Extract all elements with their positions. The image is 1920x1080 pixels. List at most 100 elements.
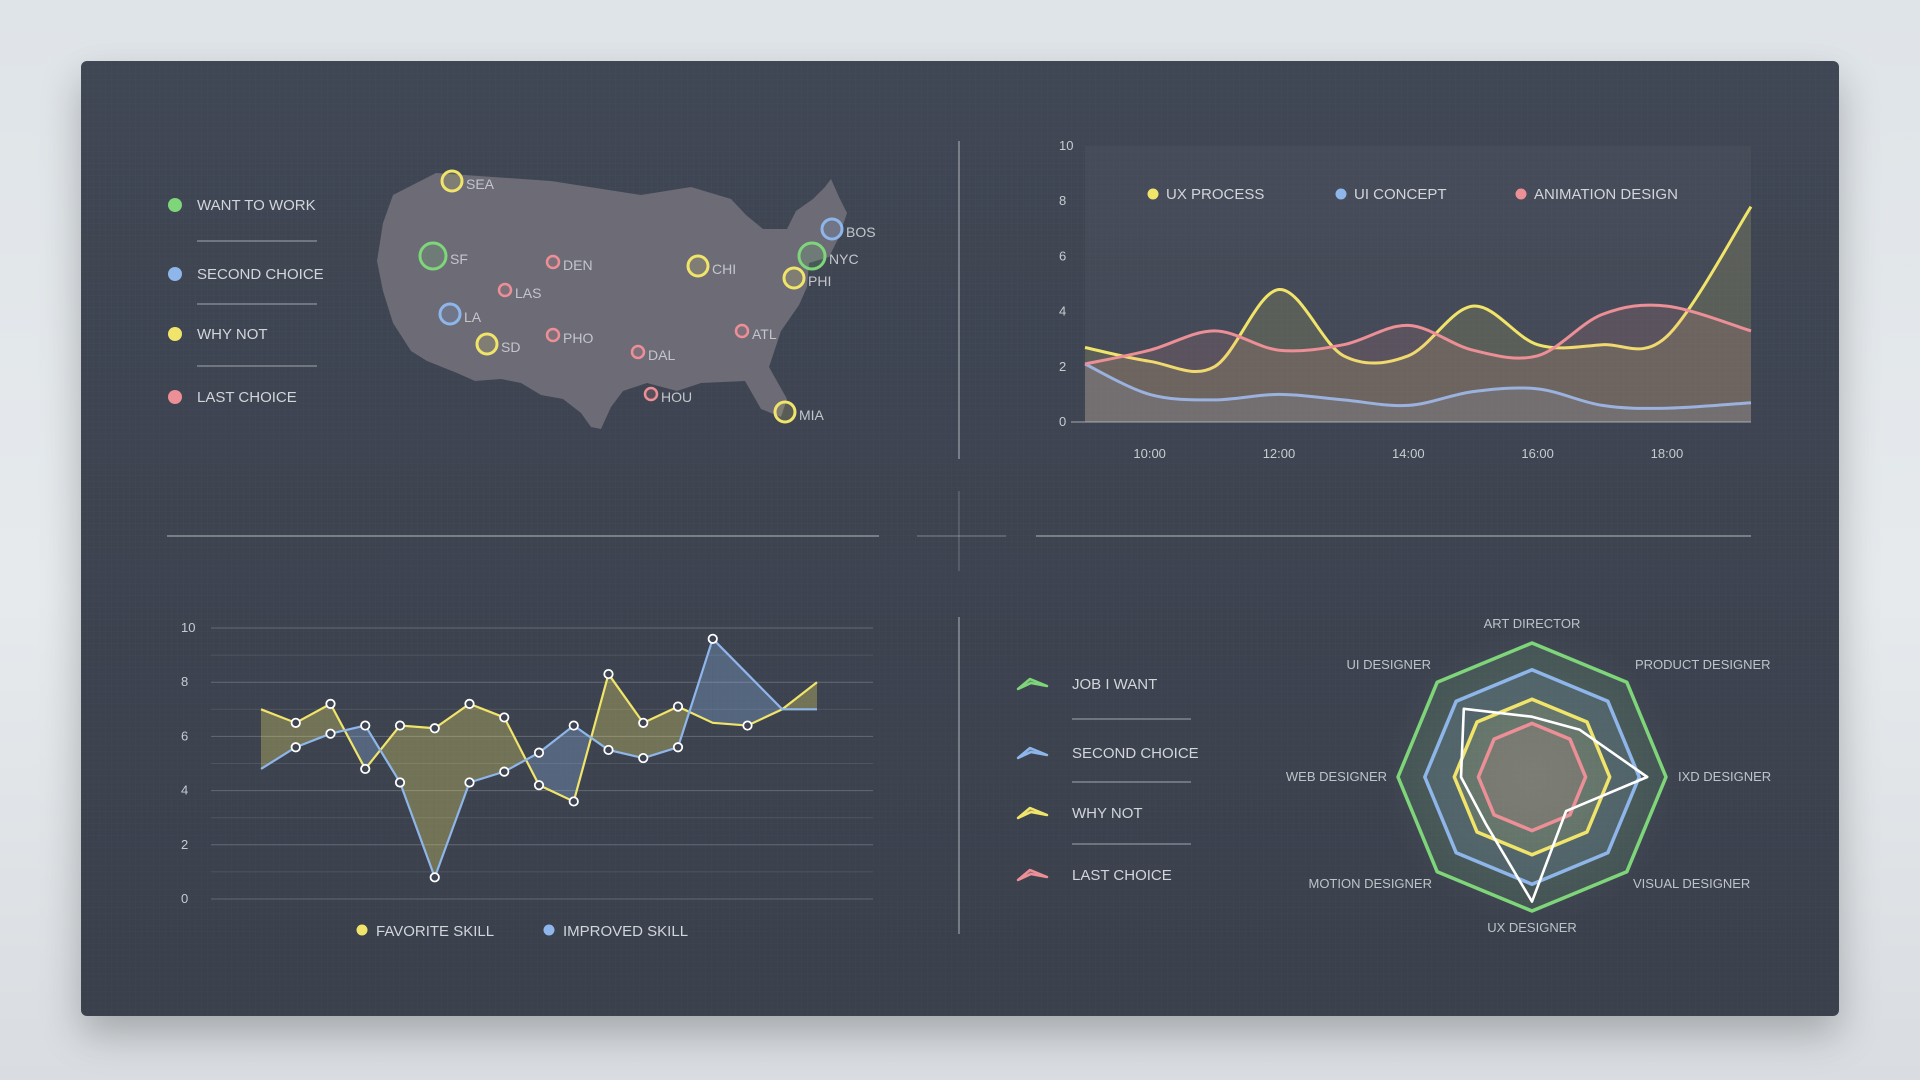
area-xtick-label: 10:00	[1133, 446, 1166, 461]
line-fill-segment	[504, 717, 526, 772]
radar-chart: ART DIRECTOR PRODUCT DESIGNER IXD DESIGNER…	[1286, 616, 1771, 935]
legend-dot-yellow	[168, 327, 182, 341]
map-legend-label: WANT TO WORK	[197, 197, 316, 214]
line-legend-dot	[356, 924, 368, 936]
radar-legend-icon-green	[1016, 677, 1049, 691]
map-legend-label: SECOND CHOICE	[197, 266, 324, 283]
line-point-marker	[707, 633, 718, 644]
radar-axis-label: UI DESIGNER	[1346, 657, 1431, 672]
line-point-marker	[394, 777, 406, 788]
line-ytick-label: 4	[181, 783, 188, 798]
radar-polygon-red	[1476, 721, 1588, 833]
dashboard-canvas: WANT TO WORK SECOND CHOICE WHY NOT LAST CHO…	[81, 61, 1839, 1016]
area-series-line-1	[1084, 362, 1752, 410]
line-fill-segment	[469, 703, 505, 783]
line-legend-label: IMPROVED SKILL	[563, 923, 688, 940]
line-point-marker	[568, 796, 579, 807]
line-point-marker	[464, 777, 475, 788]
line-point-marker	[533, 780, 545, 791]
area-series-line-2	[1084, 303, 1752, 366]
line-legend-dot	[543, 924, 555, 936]
line-ytick-label: 10	[181, 620, 195, 635]
radar-legend-icon-red	[1016, 868, 1049, 882]
line-point-marker	[360, 720, 371, 731]
dividers	[167, 141, 1751, 934]
city-marker-sd	[475, 332, 499, 356]
city-marker-la	[438, 302, 462, 326]
area-xtick-label: 12:00	[1263, 446, 1296, 461]
radar-axis-label: MOTION DESIGNER	[1308, 876, 1432, 891]
line-fill-segment	[400, 725, 435, 878]
line-point-marker	[672, 701, 684, 712]
area-xtick-label: 18:00	[1651, 446, 1684, 461]
line-point-marker	[568, 720, 579, 731]
map-legend-label: LAST CHOICE	[197, 389, 297, 406]
area-legend-label: ANIMATION DESIGN	[1534, 186, 1678, 203]
line-point-marker	[429, 723, 440, 734]
line-point-marker	[394, 720, 406, 731]
city-marker-mia	[773, 400, 797, 424]
area-legend-dot	[1147, 188, 1159, 200]
line-point-marker	[290, 717, 301, 728]
line-point-marker	[638, 717, 649, 728]
area-ytick-label: 10	[1059, 138, 1073, 153]
radar-legend-label: WHY NOT	[1072, 805, 1143, 822]
legend-dot-blue	[168, 267, 182, 281]
area-chart: 0 2 4 6 8 10 10:00 12:00 14:00 16:00 18:00 UX PROCE…	[1059, 138, 1753, 461]
line-point-marker	[672, 742, 684, 753]
radar-legend-label: JOB I WANT	[1072, 676, 1157, 693]
area-ytick-label: 6	[1059, 248, 1066, 263]
area-ytick-label: 0	[1059, 414, 1066, 429]
city-label-mia: MIA	[799, 407, 825, 423]
area-legend-label: UX PROCESS	[1166, 186, 1264, 203]
city-label-atl: ATL	[752, 326, 777, 342]
line-fill-segment	[261, 709, 296, 769]
city-label-hou: HOU	[661, 389, 692, 405]
city-label-chi: CHI	[712, 261, 736, 277]
radar-legend: JOB I WANT SECOND CHOICE WHY NOT LAST CHOIC…	[1016, 676, 1199, 884]
city-label-bos: BOS	[846, 224, 876, 240]
legend-dot-red	[168, 390, 182, 404]
line-ytick-label: 6	[181, 728, 188, 743]
line-point-marker	[290, 742, 301, 753]
city-marker-pho	[545, 327, 561, 343]
line-chart: 0 2 4 6 8 10 FAVORITE SKILL IMPROVED SKILL	[181, 620, 873, 940]
city-label-den: DEN	[563, 257, 593, 273]
line-ytick-label: 8	[181, 674, 188, 689]
radar-axis-label: UX DESIGNER	[1487, 920, 1577, 935]
line-point-marker	[360, 763, 371, 775]
city-label-nyc: NYC	[829, 251, 859, 267]
line-point-marker	[638, 752, 649, 764]
line-ytick-label: 2	[181, 837, 188, 852]
city-label-dal: DAL	[648, 347, 675, 363]
radar-axis-label: WEB DESIGNER	[1286, 769, 1387, 784]
area-legend-dot	[1515, 188, 1527, 200]
line-fill-segment	[434, 703, 470, 878]
city-marker-nyc	[797, 241, 827, 271]
line-ytick-label: 0	[181, 891, 188, 906]
line-point-marker	[742, 720, 753, 731]
city-label-phi: PHI	[808, 273, 831, 289]
area-xtick-label: 14:00	[1392, 446, 1425, 461]
area-legend-dot	[1335, 188, 1347, 200]
radar-legend-label: SECOND CHOICE	[1072, 745, 1199, 762]
city-marker-phi	[782, 266, 806, 290]
city-marker-hou	[643, 386, 659, 402]
city-marker-chi	[686, 254, 710, 278]
radar-polygon-blue	[1423, 668, 1641, 886]
city-marker-bos	[820, 217, 844, 241]
line-point-marker	[603, 668, 614, 680]
city-marker-sea	[440, 169, 464, 193]
city-label-pho: PHO	[563, 330, 593, 346]
radar-axis-label: VISUAL DESIGNER	[1633, 876, 1750, 891]
map-legend: WANT TO WORK SECOND CHOICE WHY NOT LAST CHO…	[168, 197, 324, 406]
radar-legend-label: LAST CHOICE	[1072, 867, 1172, 884]
city-marker-atl	[734, 323, 750, 339]
city-label-la: LA	[464, 309, 482, 325]
line-fill-segment	[712, 638, 748, 726]
legend-dot-green	[168, 198, 182, 212]
radar-legend-icon-blue	[1016, 746, 1049, 760]
map-cities: SEA SF LA SD LAS DEN PHO DAL HOU CHI ATL BOS NYC PHI M…	[418, 169, 876, 424]
line-fill-segment	[608, 674, 644, 759]
city-label-las: LAS	[515, 285, 541, 301]
